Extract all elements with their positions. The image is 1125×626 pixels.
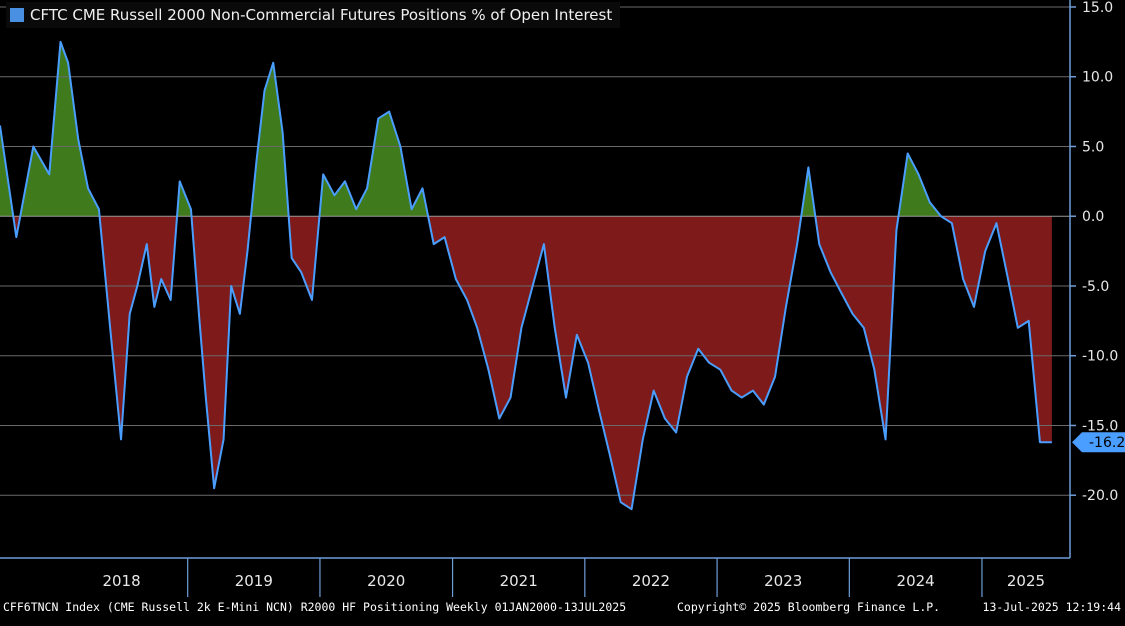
negative-area [428, 216, 802, 510]
positive-area [20, 41, 100, 217]
y-tick-label: 15.0 [1082, 0, 1113, 16]
legend-label: CFTC CME Russell 2000 Non-Commercial Fut… [30, 6, 613, 24]
year-label: 2024 [897, 572, 935, 590]
year-label: 2020 [367, 572, 405, 590]
positive-area [801, 167, 816, 217]
year-label: 2019 [235, 572, 273, 590]
negative-area [99, 216, 178, 440]
y-tick-label: 5.0 [1082, 139, 1104, 155]
y-tick-label: -15.0 [1082, 418, 1118, 434]
positive-area [177, 181, 192, 217]
footer-index-info: CFF6TNCN Index (CME Russell 2k E-Mini NC… [3, 600, 627, 614]
positive-area [898, 153, 942, 217]
axes [0, 0, 1076, 597]
footer-copyright: Copyright© 2025 Bloomberg Finance L.P. [677, 600, 941, 614]
y-tick-label: -20.0 [1082, 488, 1118, 504]
positive-area [250, 62, 289, 217]
negative-area [815, 216, 899, 440]
positive-area [319, 111, 429, 217]
y-tick-label: -10.0 [1082, 349, 1118, 365]
y-tick-label: 0.0 [1082, 209, 1104, 225]
legend: CFTC CME Russell 2000 Non-Commercial Fut… [6, 2, 621, 28]
negative-area [191, 216, 251, 489]
tick-labels: 15.0 10.0 5.0 0.0 -5.0 -10.0 -15.0 -20.0 [1082, 0, 1118, 504]
series-line [0, 40, 1052, 511]
year-label: 2022 [632, 572, 670, 590]
year-labels: 2018 2019 2020 2021 2022 2023 2024 2025 [102, 572, 1045, 590]
y-tick-label: 10.0 [1082, 70, 1113, 86]
area-fill [0, 41, 1052, 510]
footer-timestamp: 13-Jul-2025 12:19:44 [982, 600, 1121, 614]
year-label: 2021 [500, 572, 538, 590]
legend-swatch [10, 8, 24, 22]
year-label: 2023 [764, 572, 802, 590]
series-polyline [0, 40, 1052, 511]
negative-area [288, 216, 320, 300]
negative-area [941, 216, 1052, 443]
last-value-badge-shape [1072, 432, 1125, 453]
y-tick-label: -5.0 [1082, 279, 1109, 295]
year-label: 2018 [102, 572, 140, 590]
last-value-badge: -16.2 [1072, 432, 1125, 453]
year-label: 2025 [1007, 572, 1045, 590]
last-value-text: -16.2 [1089, 435, 1125, 451]
